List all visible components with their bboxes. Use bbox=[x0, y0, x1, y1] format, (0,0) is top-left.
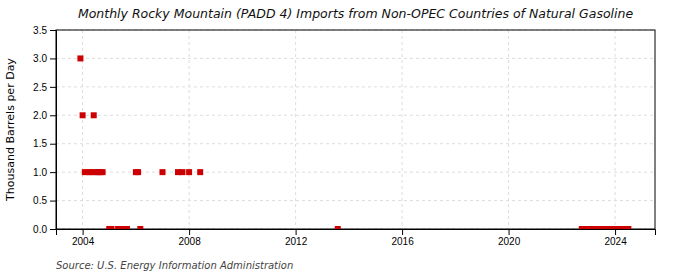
tick-mark bbox=[509, 229, 510, 235]
tick: 2016 bbox=[391, 229, 414, 247]
tick-mark bbox=[50, 172, 56, 173]
y-axis: 0.0 0.5 1.0 1.5 2.0 2.5 3.0 3.5 bbox=[33, 25, 56, 235]
grid-line bbox=[56, 58, 655, 59]
point bbox=[335, 226, 341, 229]
point bbox=[625, 226, 631, 229]
tick-label: 2024 bbox=[604, 236, 627, 247]
tick-label: 1.0 bbox=[33, 167, 47, 178]
tick-mark bbox=[296, 229, 297, 235]
tick-label: 2.5 bbox=[33, 82, 47, 93]
tick-label: 2012 bbox=[285, 236, 308, 247]
point bbox=[91, 112, 97, 118]
grid-line bbox=[615, 30, 616, 229]
point bbox=[197, 169, 203, 175]
tick-mark bbox=[50, 87, 56, 88]
tick: 0.0 bbox=[33, 224, 56, 235]
tick: 3.5 bbox=[33, 25, 56, 36]
tick-label: 2008 bbox=[178, 236, 201, 247]
tick-mark bbox=[402, 229, 403, 235]
point bbox=[80, 112, 86, 118]
tick-label: 2016 bbox=[391, 236, 414, 247]
grid-line bbox=[189, 30, 190, 229]
grid-line bbox=[508, 30, 509, 229]
tick-mark bbox=[50, 144, 56, 145]
tick: 2024 bbox=[604, 229, 627, 247]
tick: 1.5 bbox=[33, 138, 56, 149]
points bbox=[77, 55, 631, 229]
tick: 1.0 bbox=[33, 167, 56, 178]
point bbox=[124, 226, 130, 229]
grid-line bbox=[56, 143, 655, 144]
point bbox=[186, 169, 192, 175]
chart: 2004 2008 2012 2016 2020 2024 0.0 0.5 1.0 1.5 2.0 2… bbox=[0, 0, 675, 275]
tick-mark bbox=[50, 201, 56, 202]
point bbox=[135, 169, 141, 175]
tick: 0.5 bbox=[33, 195, 56, 206]
grid-line bbox=[295, 30, 296, 229]
point bbox=[77, 55, 83, 61]
tick-mark bbox=[615, 229, 616, 235]
plot: 2004 2008 2012 2016 2020 2024 0.0 0.5 1.0 1.5 2.0 2… bbox=[33, 25, 655, 247]
x-axis: 2004 2008 2012 2016 2020 2024 bbox=[57, 229, 656, 247]
tick: 2008 bbox=[178, 229, 201, 247]
grid-line bbox=[56, 200, 655, 201]
tick-label: 1.5 bbox=[33, 138, 47, 149]
title: Monthly Rocky Mountain (PADD 4) Imports … bbox=[78, 6, 634, 21]
tick-label: 2004 bbox=[72, 236, 95, 247]
point bbox=[137, 226, 143, 229]
tick-label: 2020 bbox=[498, 236, 521, 247]
y-axis-label: Thousand Barrels per Day bbox=[4, 58, 17, 202]
grid-line bbox=[56, 86, 655, 87]
annotation: Source: U.S. Energy Information Administ… bbox=[56, 260, 293, 271]
tick-label: 0.0 bbox=[33, 224, 47, 235]
tick: 2004 bbox=[72, 229, 95, 247]
grid-line bbox=[402, 30, 403, 229]
tick-mark bbox=[50, 58, 56, 59]
tick-mark bbox=[50, 115, 56, 116]
plot-frame bbox=[56, 30, 655, 229]
tick-label: 3.5 bbox=[33, 25, 47, 36]
axis-line bbox=[57, 230, 656, 236]
point bbox=[159, 169, 165, 175]
point bbox=[179, 169, 185, 175]
tick-mark bbox=[83, 229, 84, 235]
tick-label: 0.5 bbox=[33, 195, 47, 206]
tick: 3.0 bbox=[33, 53, 56, 64]
tick-mark bbox=[50, 229, 56, 230]
tick-label: 2.0 bbox=[33, 110, 47, 121]
tick-mark bbox=[189, 229, 190, 235]
point bbox=[100, 169, 106, 175]
tick: 2.5 bbox=[33, 82, 56, 93]
tick: 2.0 bbox=[33, 110, 56, 121]
grid-line bbox=[56, 115, 655, 116]
point bbox=[108, 226, 114, 229]
tick: 2012 bbox=[285, 229, 308, 247]
tick-label: 3.0 bbox=[33, 53, 47, 64]
grid bbox=[56, 30, 655, 229]
grid-line bbox=[56, 172, 655, 173]
tick-mark bbox=[50, 30, 56, 31]
axis-line bbox=[50, 31, 57, 230]
tick: 2020 bbox=[498, 229, 521, 247]
